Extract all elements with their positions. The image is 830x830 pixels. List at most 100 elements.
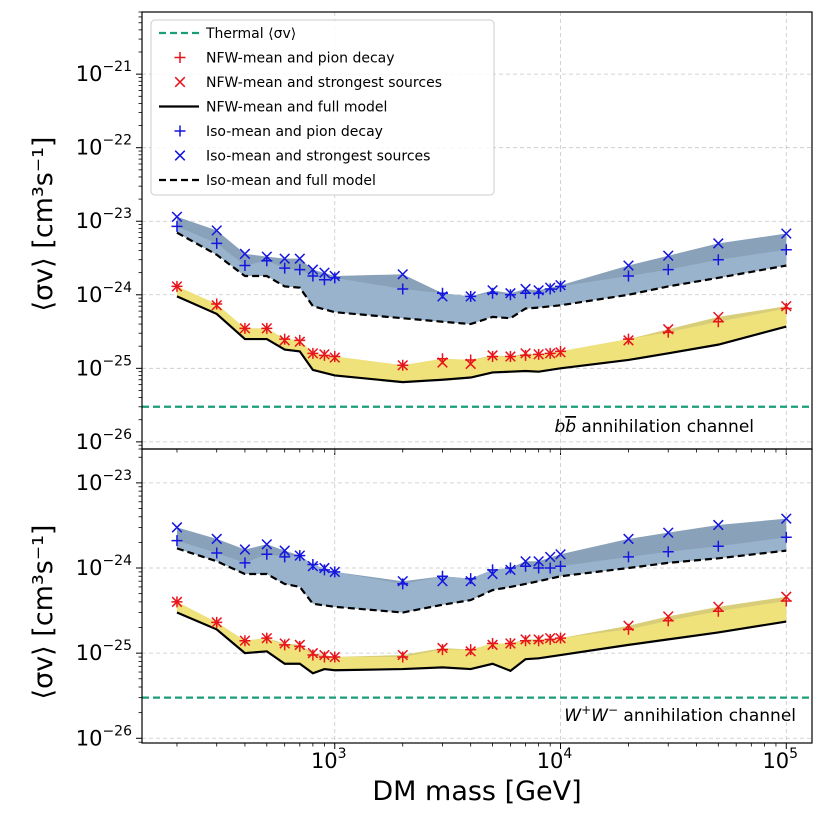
nfw-strongest-point	[555, 347, 566, 358]
iso-strongest-point	[662, 527, 674, 539]
nfw-strongest-point	[261, 322, 273, 334]
iso-strongest-point	[261, 251, 273, 262]
iso-strongest-point	[544, 551, 556, 563]
iso-strongest-point	[623, 533, 634, 545]
nfw-strongest-point	[319, 349, 330, 360]
iso-strongest-point	[505, 564, 516, 576]
nfw-strongest-point	[533, 634, 544, 645]
iso-pion-point	[544, 283, 556, 295]
y-tick-label: 10−23	[76, 206, 132, 233]
nfw-pion-point	[487, 350, 499, 362]
y-tick-label: 10−25	[76, 638, 132, 665]
nfw-strongest-point	[487, 639, 498, 651]
iso-strongest-point	[465, 291, 477, 302]
nfw-strongest-point	[712, 311, 724, 323]
iso-strongest-point	[211, 533, 223, 545]
iso-strongest-point	[487, 284, 498, 296]
panel-bb-channel: 10−26 10−25 10−24 10−23 10−22 10−21 bb annihil…	[76, 11, 813, 455]
iso-pion-point	[622, 551, 634, 563]
x-tick-label: 104	[537, 746, 573, 773]
nfw-strongest-point	[171, 281, 183, 292]
nfw-pion-point	[397, 651, 409, 663]
iso-strongest-point	[662, 250, 674, 262]
iso-strongest-point	[780, 228, 792, 239]
iso-strongest-point	[437, 575, 448, 587]
nfw-pion-point	[544, 633, 556, 645]
iso-pion-point	[211, 547, 223, 559]
y-tick-label: 10−24	[76, 280, 132, 307]
iso-strongest-point	[329, 270, 341, 282]
iso-pion-point	[307, 270, 319, 282]
nfw-strongest-point	[505, 351, 516, 362]
y-tick-label: 10−26	[76, 723, 132, 750]
iso-strongest-point	[307, 264, 319, 275]
nfw-pion-point	[436, 644, 448, 656]
nfw-pion-point	[520, 635, 532, 647]
x-tick-label: 103	[311, 746, 347, 773]
nfw-strongest-point	[623, 620, 634, 632]
iso-strongest-point	[261, 538, 273, 550]
x-axis-label: DM mass [GeV]	[372, 776, 581, 807]
legend-label-thermal: Thermal ⟨σv⟩	[205, 26, 296, 42]
iso-pion-point	[436, 570, 448, 582]
iso-pion-point	[239, 557, 251, 569]
nfw-pion-point	[533, 635, 545, 647]
nfw-strongest-point	[397, 649, 409, 661]
iso-strongest-point	[623, 260, 634, 271]
nfw-pion-point	[318, 651, 330, 663]
nfw-strongest-point	[261, 632, 273, 644]
nfw-strongest-point	[520, 347, 531, 359]
iso-pion-point	[662, 546, 674, 558]
iso-pion-point	[211, 237, 223, 249]
iso-pion-point	[780, 531, 792, 543]
y-axis-label-bottom: ⟨σv⟩ [cm³s⁻¹]	[28, 525, 59, 700]
nfw-strongest-point	[239, 635, 251, 647]
iso-strongest-point	[544, 282, 556, 293]
iso-pion-point	[171, 535, 183, 547]
iso-strongest-point	[211, 225, 223, 236]
y-tick-label: 10−25	[76, 353, 132, 380]
iso-strongest-point	[712, 238, 724, 249]
nfw-pion-point	[279, 639, 291, 651]
iso-strongest-point	[279, 253, 291, 264]
nfw-pion-point	[465, 644, 477, 656]
iso-pion-point	[662, 264, 674, 276]
nfw-pion-point	[520, 349, 532, 361]
channel-label-bb: bb annihilation channel	[554, 417, 754, 437]
iso-pion-point	[329, 272, 341, 284]
nfw-strongest-point	[211, 299, 223, 311]
nfw-strongest-point	[520, 634, 531, 645]
iso-pion-point	[712, 540, 724, 552]
nfw-strongest-point	[712, 601, 724, 613]
iso-pion-point	[318, 274, 330, 286]
legend-label-iso_pion: Iso-mean and pion decay	[206, 124, 383, 140]
iso-pion-point	[544, 562, 556, 574]
iso-strongest-point	[437, 291, 448, 302]
iso-strongest-point	[555, 548, 566, 560]
nfw-pion-point	[622, 333, 634, 345]
nfw-strongest-point	[544, 347, 556, 359]
iso-pion-point	[318, 564, 330, 576]
y-axis-label-top: ⟨σv⟩ [cm³s⁻¹]	[28, 137, 59, 312]
nfw-strongest-point	[239, 322, 251, 334]
nfw-pion-point	[279, 333, 291, 345]
iso-strongest-point	[533, 284, 544, 296]
nfw-strongest-point	[623, 335, 634, 346]
iso-strongest-point	[329, 566, 341, 578]
iso-strongest-point	[555, 279, 566, 291]
iso-pion-point	[279, 551, 291, 563]
iso-strongest-point	[239, 544, 251, 555]
iso-strongest-point	[533, 555, 544, 567]
iso-pion-point	[171, 220, 183, 232]
legend-label-iso_full: Iso-mean and full model	[206, 173, 376, 189]
iso-strongest-point	[487, 568, 498, 580]
nfw-strongest-point	[279, 638, 291, 649]
legend-label-nfw_strong: NFW-mean and strongest sources	[206, 75, 442, 91]
legend: Thermal ⟨σv⟩ NFW-mean and pion decay NFW-m…	[150, 19, 495, 196]
legend-label-iso_strong: Iso-mean and strongest sources	[206, 149, 430, 165]
legend-label-nfw_full: NFW-mean and full model	[206, 100, 387, 116]
nfw-strongest-point	[294, 336, 306, 348]
y-tick-label: 10−26	[76, 427, 132, 454]
nfw-pion-point	[487, 637, 499, 649]
nfw-strongest-point	[294, 639, 306, 651]
